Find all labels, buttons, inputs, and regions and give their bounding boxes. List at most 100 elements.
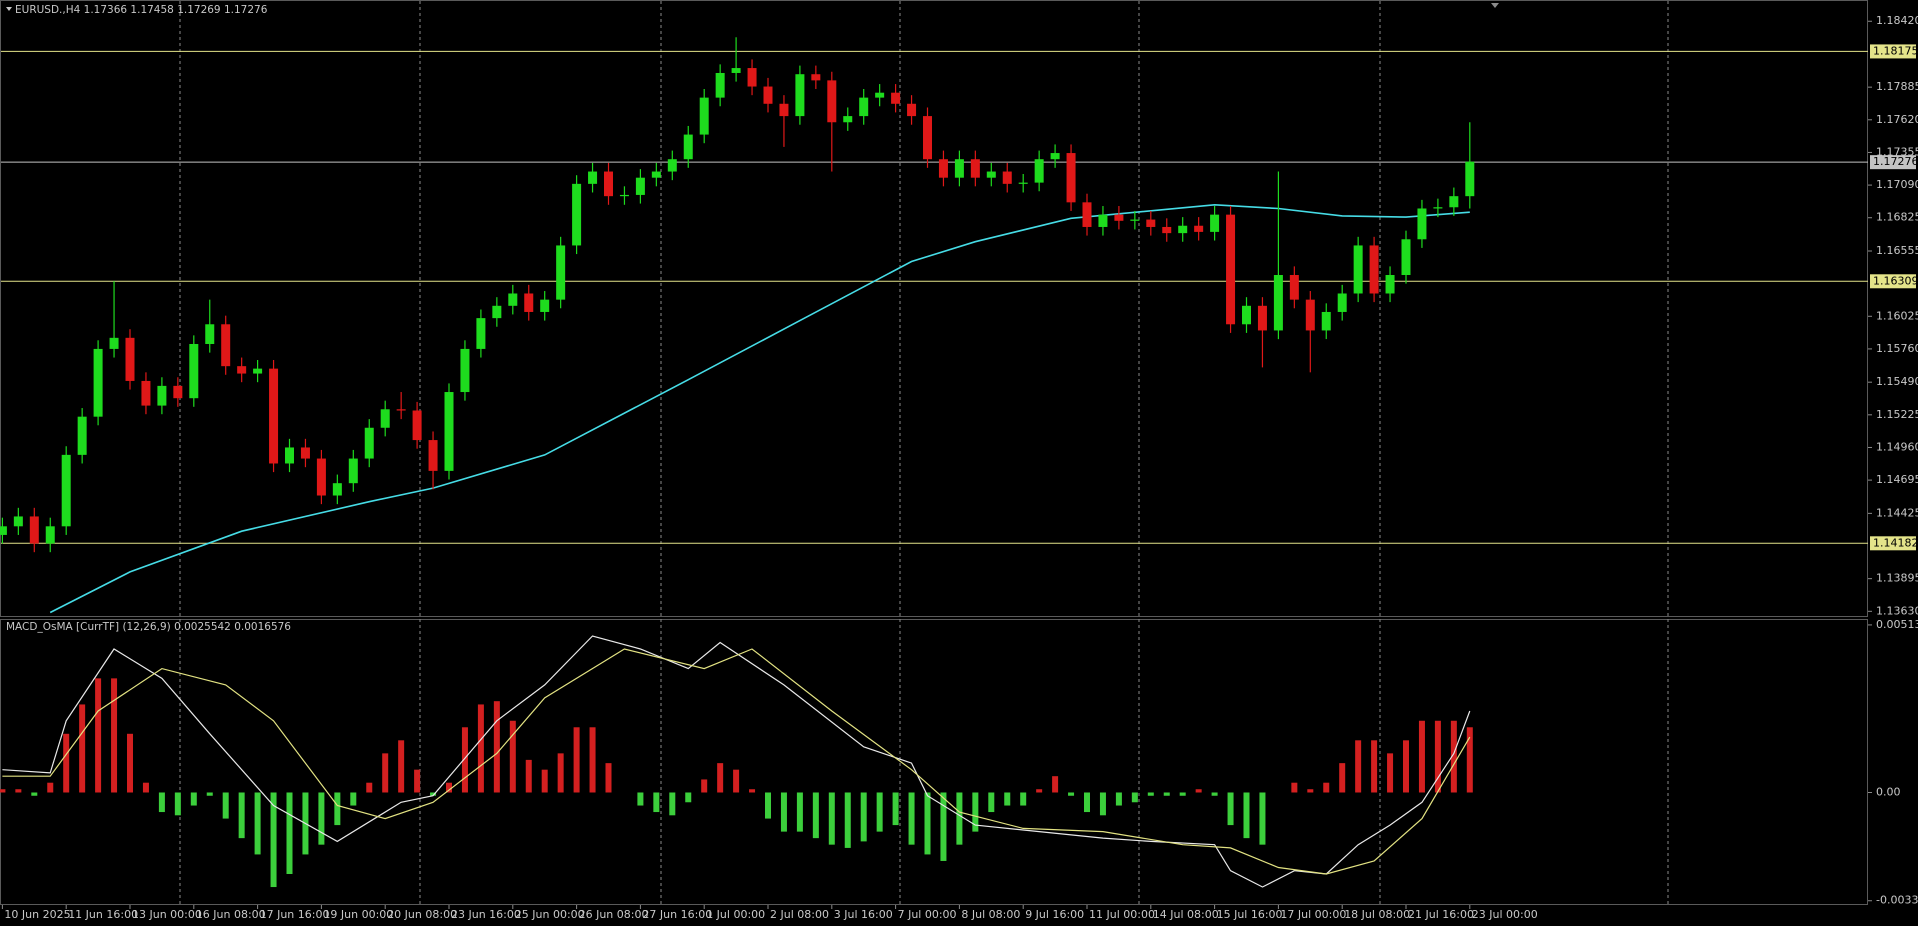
histogram-bar: [493, 701, 500, 793]
price-header: EURUSD.,H4 1.17366 1.17458 1.17269 1.172…: [15, 4, 268, 16]
candle-body: [1385, 275, 1395, 294]
candle-body: [476, 318, 486, 349]
histogram-bar: [573, 727, 580, 793]
histogram-bar: [860, 792, 867, 842]
candle-body: [524, 293, 534, 312]
histogram-bar: [414, 769, 421, 793]
candle-body: [1257, 305, 1267, 331]
histogram-bar: [318, 792, 325, 845]
moving-average-line: [49, 203, 1470, 614]
menu-arrow: [6, 7, 12, 11]
y-tick-label: 1.17090: [1876, 178, 1918, 191]
candle-body: [731, 68, 741, 73]
candle-body: [13, 516, 23, 527]
candle-body: [157, 385, 167, 406]
candle-body: [1369, 245, 1379, 294]
histogram-bar: [63, 733, 70, 793]
candle-body: [875, 92, 885, 98]
histogram-bar: [972, 792, 979, 832]
price-level-box: [1870, 44, 1916, 59]
x-tick-label: 27 Jun 16:00: [642, 908, 712, 921]
histogram-bar: [844, 792, 851, 848]
x-tick-label: 16 Jun 08:00: [196, 908, 266, 921]
histogram-bar: [366, 782, 373, 793]
candle-body: [588, 171, 598, 184]
candle-body: [907, 103, 917, 117]
header-open: 1.17366: [84, 4, 128, 16]
candle-body: [540, 299, 550, 312]
histogram-bar: [222, 792, 229, 819]
candle-body: [619, 194, 629, 197]
y-tick-label: 1.16825: [1876, 211, 1918, 224]
shift-marker: [1491, 3, 1499, 8]
price-level-label: 1.17276: [1873, 155, 1918, 168]
y-tick-label: 1.15225: [1876, 408, 1918, 421]
histogram-bar: [398, 740, 405, 793]
histogram-bar: [334, 792, 341, 826]
histogram-bar: [765, 792, 771, 819]
histogram-bar: [31, 792, 38, 796]
candle-body: [1018, 182, 1028, 184]
histogram-bar: [127, 733, 133, 793]
candle-body: [970, 159, 980, 178]
candle-body: [189, 343, 199, 399]
candle-body: [508, 293, 518, 306]
candle-body: [635, 177, 645, 195]
price-level-box: [1870, 155, 1916, 170]
histogram-bar: [158, 792, 165, 813]
x-tick-label: 23 Jul 00:00: [1472, 908, 1538, 921]
histogram-bar: [477, 704, 484, 793]
candle-body: [444, 392, 454, 471]
histogram-bar: [988, 792, 995, 813]
histogram-bar: [1259, 792, 1266, 845]
histogram-bar: [1450, 720, 1457, 793]
candle-body: [141, 380, 151, 406]
candle-body: [1098, 214, 1108, 227]
candle-body: [699, 97, 709, 135]
candle-body: [1289, 275, 1299, 300]
x-tick-label: 1 Jul 00:00: [706, 908, 765, 921]
histogram-bar: [1403, 740, 1409, 793]
candle-body: [269, 368, 279, 464]
candle-body: [460, 348, 470, 393]
candle-body: [316, 458, 326, 496]
histogram-bar: [924, 792, 931, 855]
candle-body: [715, 72, 725, 98]
candle-body: [747, 68, 757, 87]
candle-body: [428, 440, 438, 471]
candle-body: [1417, 208, 1427, 240]
histogram-bar: [1339, 763, 1346, 793]
histogram-bar: [637, 792, 644, 806]
y-tick-label: 1.18420: [1876, 14, 1918, 27]
x-tick-label: 11 Jul 00:00: [1089, 908, 1155, 921]
candle-body: [1337, 293, 1347, 312]
histogram-bar: [780, 792, 787, 832]
histogram-bar: [1307, 789, 1314, 793]
candle-body: [1082, 202, 1092, 227]
indicator-panel-frame: [0, 619, 1868, 905]
price-level-label: 1.14182: [1873, 536, 1918, 549]
candle-body: [221, 324, 231, 367]
y-tick-label: 1.15490: [1876, 375, 1918, 388]
indicator-value: 0.0025542: [174, 621, 231, 633]
candle-body: [109, 337, 119, 349]
histogram-bar: [1052, 776, 1059, 793]
y-tick-label: 1.17620: [1876, 113, 1918, 126]
histogram-bar: [1387, 753, 1394, 793]
x-tick-label: 18 Jul 08:00: [1344, 908, 1410, 921]
x-tick-label: 26 Jun 08:00: [579, 908, 649, 921]
histogram-bar: [1195, 789, 1202, 793]
y-tick-label: 1.16555: [1876, 244, 1918, 257]
histogram-bar: [111, 678, 118, 793]
candle-body: [986, 171, 996, 178]
x-tick-label: 21 Jul 16:00: [1408, 908, 1474, 921]
y-tick-label: 0.005139: [1876, 618, 1918, 631]
candle-body: [1146, 219, 1156, 227]
candle-body: [1305, 299, 1315, 331]
histogram-bar: [1179, 792, 1186, 796]
candle-body: [843, 116, 853, 123]
histogram-bar: [254, 792, 261, 855]
candle-body: [859, 97, 869, 117]
